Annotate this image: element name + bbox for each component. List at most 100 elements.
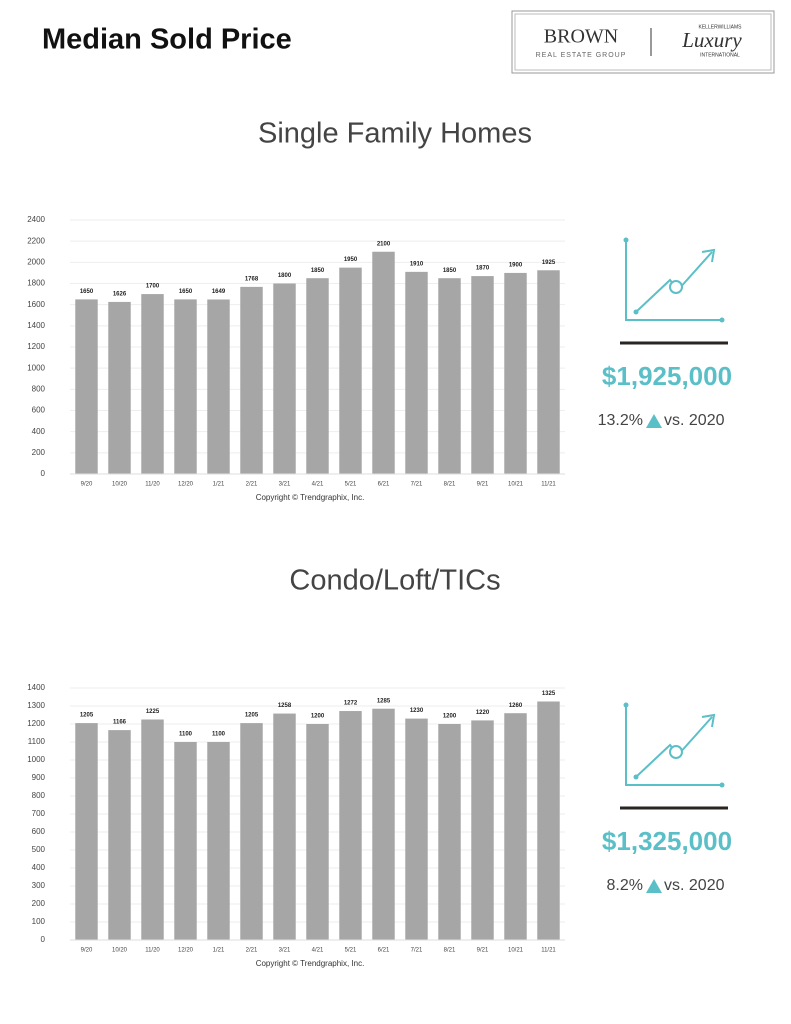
y-tick-label: 1400: [27, 683, 45, 692]
logo-frame: [511, 10, 775, 74]
x-tick-label: 6/21: [378, 482, 390, 488]
bar: [306, 724, 329, 940]
bar: [306, 278, 329, 474]
trend-icon-arrow: [701, 248, 716, 263]
x-tick-label: 10/20: [112, 482, 128, 488]
x-tick-label: 5/21: [345, 482, 357, 488]
x-tick-label: 10/21: [508, 482, 524, 488]
data-label: 1285: [377, 698, 391, 704]
x-tick-label: 6/21: [378, 948, 390, 954]
bar: [207, 299, 230, 474]
highlight-comparison: vs. 2020: [664, 877, 725, 894]
bar: [504, 713, 527, 940]
data-label: 1850: [311, 268, 325, 274]
chart-caption: Copyright © Trendgraphix, Inc.: [256, 959, 365, 968]
trend-icon-dot: [623, 237, 629, 243]
y-tick-label: 1400: [27, 321, 45, 330]
data-label: 1950: [344, 257, 358, 263]
bar: [438, 278, 461, 474]
x-tick-label: 7/21: [411, 482, 423, 488]
trend-icon-dot: [719, 317, 725, 323]
data-label: 1200: [311, 714, 325, 720]
y-tick-label: 900: [32, 773, 46, 782]
bar: [240, 286, 263, 474]
logo-partner-bottom: INTERNATIONAL: [700, 52, 740, 58]
x-tick-label: 11/21: [541, 482, 556, 488]
bar: [273, 283, 296, 474]
logo-partner-top: KELLERWILLIAMS: [699, 24, 743, 30]
trend-icon-dot: [623, 702, 629, 708]
logo-partner: Luxury: [681, 28, 742, 52]
data-label: 1925: [542, 260, 556, 266]
data-label: 1272: [344, 701, 358, 707]
bar: [372, 708, 395, 940]
y-tick-label: 0: [41, 935, 46, 944]
up-triangle: [646, 414, 662, 428]
y-tick-label: 700: [32, 809, 46, 818]
bar: [537, 270, 560, 474]
trend-icon-axes: [625, 240, 722, 321]
x-tick-label: 3/21: [279, 482, 291, 488]
y-tick-label: 1000: [27, 363, 45, 372]
data-label: 1650: [179, 289, 193, 295]
bar: [471, 276, 494, 474]
bar: [75, 299, 98, 474]
trend-icon-axes: [625, 705, 722, 786]
x-tick-label: 11/20: [145, 948, 160, 954]
x-tick-label: 5/21: [345, 948, 357, 954]
bar: [174, 742, 197, 940]
x-tick-label: 10/21: [508, 948, 524, 954]
x-tick-label: 8/21: [444, 948, 456, 954]
y-tick-label: 600: [32, 827, 46, 836]
y-tick-label: 200: [32, 448, 46, 457]
bar: [108, 301, 131, 474]
y-tick-label: 2200: [27, 236, 45, 245]
bar: [141, 294, 164, 474]
data-label: 2100: [377, 241, 391, 247]
x-tick-label: 4/21: [312, 482, 324, 488]
y-tick-label: 300: [32, 881, 46, 890]
data-label: 1768: [245, 276, 259, 282]
logo-brand-sub: REAL ESTATE GROUP: [536, 52, 627, 59]
chart-caption: Copyright © Trendgraphix, Inc.: [256, 493, 365, 502]
x-tick-label: 11/20: [145, 482, 160, 488]
highlight-price: $1,325,000: [602, 826, 732, 856]
data-label: 1100: [212, 732, 226, 738]
bar: [207, 742, 230, 940]
page-title: Median Sold Price: [42, 24, 292, 56]
data-label: 1260: [509, 703, 523, 709]
chart-title: Single Family Homes: [258, 118, 532, 150]
bar: [438, 724, 461, 940]
chart-title: Condo/Loft/TICs: [289, 565, 500, 597]
highlight-comparison: vs. 2020: [664, 412, 725, 429]
x-tick-label: 1/21: [213, 482, 225, 488]
x-tick-label: 10/20: [112, 948, 128, 954]
bar: [405, 271, 428, 474]
bar: [339, 267, 362, 474]
y-tick-label: 0: [41, 469, 46, 478]
trend-icon-dot: [719, 782, 725, 788]
highlight-change: 8.2%: [607, 877, 643, 894]
data-label: 1870: [476, 266, 490, 272]
y-tick-label: 1200: [27, 342, 45, 351]
bar: [372, 251, 395, 474]
y-tick-label: 500: [32, 845, 46, 854]
data-label: 1850: [443, 268, 457, 274]
up-triangle: [646, 879, 662, 893]
data-label: 1205: [245, 713, 259, 719]
x-tick-label: 1/21: [213, 948, 225, 954]
x-tick-label: 9/20: [81, 948, 93, 954]
x-tick-label: 4/21: [312, 948, 324, 954]
bar: [537, 701, 560, 940]
bar: [504, 272, 527, 474]
y-tick-label: 200: [32, 899, 46, 908]
y-tick-label: 1600: [27, 300, 45, 309]
data-label: 1900: [509, 262, 523, 268]
logo-brand: BROWN: [544, 26, 618, 48]
data-label: 1220: [476, 710, 490, 716]
bar: [339, 711, 362, 940]
y-tick-label: 2400: [27, 215, 45, 224]
bar: [108, 730, 131, 940]
x-tick-label: 9/21: [477, 948, 489, 954]
x-tick-label: 12/20: [178, 482, 194, 488]
